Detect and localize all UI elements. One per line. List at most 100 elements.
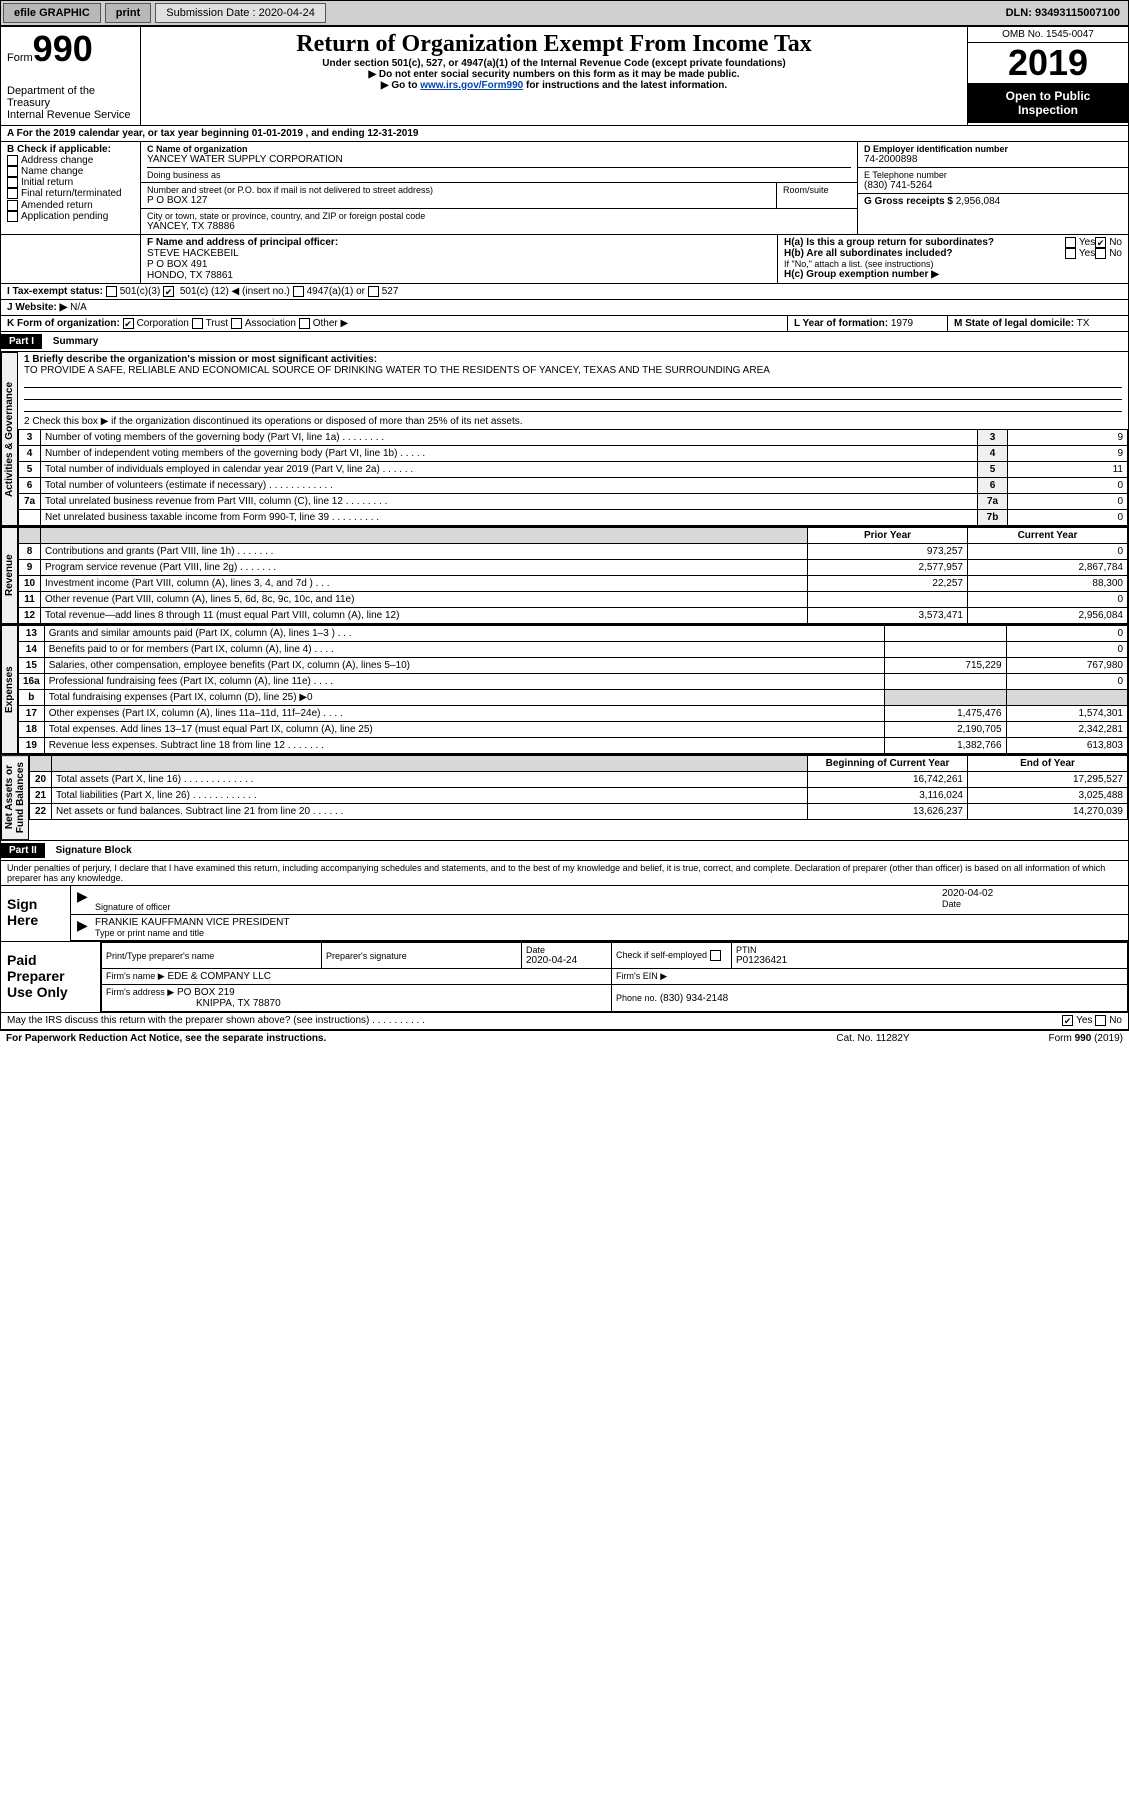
submission-value: 2020-04-24 [259, 7, 315, 19]
table-row: 14Benefits paid to or for members (Part … [19, 642, 1128, 658]
i-opt3: 4947(a)(1) or [307, 286, 365, 297]
k-trust-checkbox[interactable] [192, 318, 203, 329]
k-corp-checkbox[interactable]: ✔ [123, 318, 134, 329]
table-row: 12Total revenue—add lines 8 through 11 (… [19, 608, 1128, 624]
governance-table: 3Number of voting members of the governi… [18, 429, 1128, 526]
i-501c-checkbox[interactable]: ✔ [163, 286, 174, 297]
hb-no-checkbox[interactable] [1095, 248, 1106, 259]
table-row: 11Other revenue (Part VIII, column (A), … [19, 592, 1128, 608]
public1: Open to Public [1006, 89, 1091, 103]
efile-graphic-button[interactable]: efile GRAPHIC [3, 3, 101, 23]
vlabel-na: Net Assets or Fund Balances [1, 755, 29, 840]
part1-header: Part I Summary [0, 332, 1129, 352]
sub3-post: for instructions and the latest informat… [523, 80, 727, 91]
sign-here-label: Sign Here [1, 886, 71, 941]
hb-yes-checkbox[interactable] [1065, 248, 1076, 259]
period-text: A For the 2019 calendar year, or tax yea… [1, 126, 425, 141]
i-opt2-post: ) ◀ (insert no.) [225, 286, 289, 297]
firm-ein-label: Firm's EIN ▶ [616, 971, 667, 981]
submission-label: Submission Date : [166, 7, 255, 19]
ha-yes-checkbox[interactable] [1065, 237, 1076, 248]
boxb-opt-4-checkbox[interactable] [7, 200, 18, 211]
sig-date: 2020-04-02 [942, 888, 1122, 899]
dba-label: Doing business as [147, 170, 851, 180]
phone-label: E Telephone number [864, 170, 1122, 180]
footer: For Paperwork Reduction Act Notice, see … [0, 1030, 1129, 1046]
boxb-opt-2: Initial return [21, 177, 73, 188]
k-label: K Form of organization: [7, 318, 120, 329]
hc-label: H(c) Group exemption number ▶ [784, 269, 1122, 280]
open-to-public: Open to Public Inspection [968, 83, 1128, 123]
j-label: J Website: ▶ [7, 302, 67, 313]
firm-name-label: Firm's name ▶ [106, 971, 165, 981]
boxb-opt-2-checkbox[interactable] [7, 177, 18, 188]
form-number: 990 [33, 28, 93, 69]
arrow-icon: ▶ [77, 917, 95, 938]
room-label: Room/suite [783, 185, 851, 195]
table-row: bTotal fundraising expenses (Part IX, co… [19, 690, 1128, 706]
period-end: 12-31-2019 [367, 128, 418, 139]
hb-yes: Yes [1079, 248, 1095, 259]
part1-bar: Part I [1, 334, 42, 349]
form-header: Form990 Department of the Treasury Inter… [0, 26, 1129, 126]
ha-no-checkbox[interactable]: ✔ [1095, 237, 1106, 248]
officer-name: STEVE HACKEBEIL [147, 248, 771, 259]
boxb-opt-3: Final return/terminated [21, 189, 122, 200]
k-corp: Corporation [137, 318, 189, 329]
box-deg: D Employer identification number 74-2000… [858, 142, 1128, 234]
subtitle-1: Under section 501(c), 527, or 4947(a)(1)… [147, 58, 961, 69]
i-opt4: 527 [382, 286, 399, 297]
boxb-opt-0-checkbox[interactable] [7, 155, 18, 166]
box-i: I Tax-exempt status: 501(c)(3) ✔ 501(c) … [0, 284, 1129, 300]
k-other-checkbox[interactable] [299, 318, 310, 329]
box-c: C Name of organization YANCEY WATER SUPP… [141, 142, 858, 234]
preparer-table: Print/Type preparer's name Preparer's si… [101, 942, 1128, 1012]
i-501c3-checkbox[interactable] [106, 286, 117, 297]
form-id-cell: Form990 Department of the Treasury Inter… [1, 27, 141, 125]
may-no-checkbox[interactable] [1095, 1015, 1106, 1026]
table-row: 19Revenue less expenses. Subtract line 1… [19, 738, 1128, 754]
hb-no: No [1109, 248, 1122, 259]
dln-value: 93493115007100 [1035, 7, 1120, 19]
i-4947-checkbox[interactable] [293, 286, 304, 297]
netassets-section: Net Assets or Fund Balances Beginning of… [0, 755, 1129, 841]
boxes-fh: F Name and address of principal officer:… [0, 235, 1129, 284]
paid-label: Paid Preparer Use Only [1, 942, 101, 1012]
dln: DLN: 93493115007100 [1006, 7, 1126, 19]
boxb-opt-1: Name change [21, 166, 83, 177]
instructions-link[interactable]: www.irs.gov/Form990 [420, 80, 523, 91]
officer-addr1: P O BOX 491 [147, 259, 771, 270]
prep-sig-label: Preparer's signature [326, 951, 517, 961]
may-no: No [1109, 1016, 1122, 1027]
may-yes-checkbox[interactable]: ✔ [1062, 1015, 1073, 1026]
box-b: B Check if applicable: Address changeNam… [1, 142, 141, 234]
pra-notice: For Paperwork Reduction Act Notice, see … [6, 1033, 773, 1044]
officer-caption: Type or print name and title [95, 928, 1122, 938]
table-row: 15Salaries, other compensation, employee… [19, 658, 1128, 674]
boxes-klm: K Form of organization: ✔Corporation Tru… [0, 316, 1129, 332]
table-row: 4Number of independent voting members of… [19, 446, 1128, 462]
j-value: N/A [70, 302, 87, 313]
box-b-label: B Check if applicable: [7, 144, 134, 155]
tax-year: 2019 [968, 43, 1128, 83]
line1-text: TO PROVIDE A SAFE, RELIABLE AND ECONOMIC… [24, 365, 1122, 376]
i-527-checkbox[interactable] [368, 286, 379, 297]
vlabel-exp: Expenses [1, 625, 18, 754]
box-b-cont [1, 235, 141, 283]
table-row: 13Grants and similar amounts paid (Part … [19, 626, 1128, 642]
street-label: Number and street (or P.O. box if mail i… [147, 185, 770, 195]
print-button[interactable]: print [105, 3, 151, 23]
part1-body: Activities & Governance 1 Briefly descri… [0, 352, 1129, 527]
boxb-opt-0: Address change [21, 155, 93, 166]
k-assoc-checkbox[interactable] [231, 318, 242, 329]
may-irs-text: May the IRS discuss this return with the… [1, 1013, 1056, 1028]
boxb-opt-5-checkbox[interactable] [7, 211, 18, 222]
street: P O BOX 127 [147, 195, 770, 206]
boxb-opt-3-checkbox[interactable] [7, 188, 18, 199]
table-row: 3Number of voting members of the governi… [19, 430, 1128, 446]
self-emp-checkbox[interactable] [710, 950, 721, 961]
revenue-section: Revenue Prior YearCurrent Year8Contribut… [0, 527, 1129, 625]
city: YANCEY, TX 78886 [147, 221, 851, 232]
m-value: TX [1077, 318, 1090, 329]
boxb-opt-1-checkbox[interactable] [7, 166, 18, 177]
